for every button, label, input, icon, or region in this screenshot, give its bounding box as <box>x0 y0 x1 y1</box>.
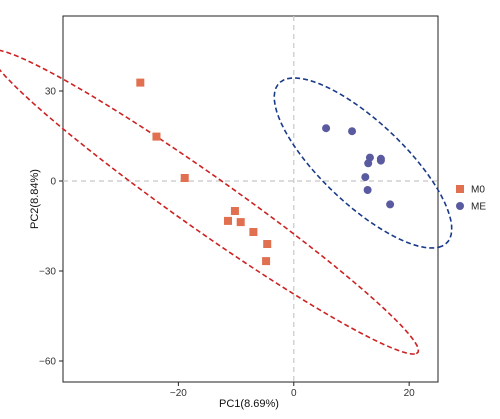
y-tick-label: 0 <box>50 177 56 188</box>
point-m0 <box>262 257 271 266</box>
point-me <box>364 159 373 168</box>
data-points <box>136 78 395 266</box>
plot-panel <box>62 15 439 383</box>
x-tick-label: −20 <box>170 388 187 399</box>
point-m0 <box>136 78 145 87</box>
ellipse-m0 <box>0 49 420 355</box>
point-me <box>376 156 385 165</box>
y-tick-label: 30 <box>45 87 57 98</box>
point-m0 <box>249 228 258 236</box>
x-tick-label: 0 <box>291 388 297 399</box>
point-me <box>386 200 395 209</box>
y-axis-ticks: −60 −30 0 30 <box>39 87 63 368</box>
legend: M0 ME <box>456 185 486 213</box>
x-tick-label: 20 <box>404 388 416 399</box>
legend-label-me: ME <box>471 202 486 213</box>
y-axis-title: PC2(8.84%) <box>29 169 41 229</box>
point-me <box>322 124 331 133</box>
point-m0 <box>236 218 245 227</box>
point-m0 <box>230 207 239 215</box>
point-m0 <box>263 240 272 248</box>
x-axis-title: PC1(8.69%) <box>219 398 279 410</box>
point-me <box>348 127 357 136</box>
point-me <box>361 173 370 182</box>
legend-key-m0 <box>456 185 464 193</box>
ellipse-me <box>273 77 453 249</box>
point-m0 <box>152 132 161 141</box>
point-m0 <box>180 174 189 182</box>
legend-key-me <box>456 202 464 210</box>
legend-label-m0: M0 <box>471 185 485 196</box>
x-axis-ticks: −20 0 20 <box>170 382 415 399</box>
y-tick-label: −60 <box>39 357 56 368</box>
y-tick-label: −30 <box>39 267 56 278</box>
confidence-ellipses <box>0 49 453 355</box>
panel-border <box>62 15 439 383</box>
point-me <box>363 186 372 194</box>
reference-lines <box>63 16 438 382</box>
point-m0 <box>224 216 232 225</box>
